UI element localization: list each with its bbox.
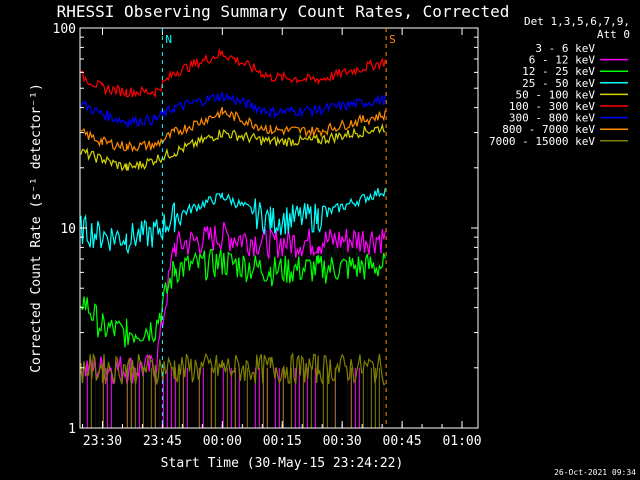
series-line-3 [80, 187, 386, 255]
marker-label-N: N [165, 33, 172, 46]
y-tick-label: 1 [68, 422, 76, 437]
marker-label-S: S [389, 33, 396, 46]
x-tick-label: 01:00 [442, 434, 481, 449]
series-line-2 [80, 248, 386, 348]
series-line-4 [80, 123, 386, 172]
x-axis-label: Start Time (30-May-15 23:24:22) [161, 456, 404, 471]
legend-label-6: 300 - 800 keV [509, 112, 595, 125]
y-tick-label: 10 [60, 222, 76, 237]
x-tick-label: 00:15 [263, 434, 302, 449]
legend-header-line-1: Det 1,3,5,6,7,9, [524, 15, 630, 28]
x-tick-label: 00:45 [383, 434, 422, 449]
legend-label-2: 12 - 25 keV [522, 65, 595, 78]
legend-label-8: 7000 - 15000 keV [489, 135, 595, 148]
legend-header-line-2: Att 0 [597, 28, 630, 41]
chart-title: RHESSI Observing Summary Count Rates, Co… [57, 2, 510, 21]
x-tick-label: 00:00 [203, 434, 242, 449]
footer-date: 26-Oct-2021 09:34 [554, 468, 636, 477]
series-line-5 [80, 47, 386, 99]
legend-label-0: 3 - 6 keV [535, 42, 595, 55]
x-tick-label: 00:30 [323, 434, 362, 449]
series-line-7 [80, 106, 386, 153]
y-axis-label: Corrected Count Rate (s⁻¹ detector⁻¹) [29, 83, 44, 373]
x-tick-label: 23:30 [83, 434, 122, 449]
legend-label-4: 50 - 100 keV [516, 88, 596, 101]
series-line-6 [80, 91, 386, 129]
series-line-1 [80, 221, 386, 385]
x-tick-label: 23:45 [143, 434, 182, 449]
plot-area [80, 47, 386, 428]
axes: 1 10 100 23:30 23:45 00:00 00:15 00:30 00:45 01:0… [53, 22, 482, 449]
y-tick-label: 100 [53, 22, 76, 37]
legend-label-7: 800 - 7000 keV [502, 123, 595, 136]
legend-label-1: 6 - 12 keV [529, 54, 596, 67]
legend-label-3: 25 - 50 keV [522, 77, 595, 90]
legend-label-5: 100 - 300 keV [509, 100, 595, 113]
